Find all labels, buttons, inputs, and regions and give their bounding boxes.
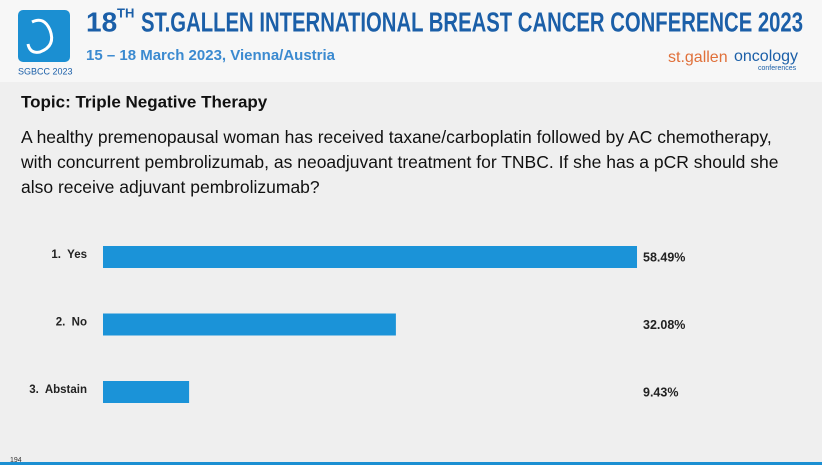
title-sup: TH: [117, 5, 134, 20]
category-label: 2. No: [56, 317, 87, 329]
title-number: 18: [86, 6, 117, 37]
brand-b: oncology: [734, 48, 798, 65]
brand-c: conferences: [758, 65, 797, 72]
value-label: 58.49%: [643, 250, 685, 264]
question: A healthy premenopausal woman has receiv…: [20, 127, 778, 197]
brand-a: st.gallen: [668, 49, 728, 66]
bar: [103, 381, 190, 403]
category-label: 1. Yes: [51, 249, 87, 261]
value-label: 9.43%: [643, 385, 678, 399]
bottom-rule: [0, 462, 822, 465]
header-band: [0, 0, 822, 82]
conference-dates: 15 – 18 March 2023, Vienna/Austria: [86, 47, 336, 64]
category-label: 3. Abstain: [29, 384, 87, 396]
bar: [103, 313, 396, 336]
bar: [103, 246, 638, 268]
page-number: 194: [10, 457, 22, 464]
conference-title: ST.GALLEN INTERNATIONAL BREAST CANCER CO…: [141, 6, 803, 37]
logo-box: [18, 10, 70, 62]
logo-text: SGBCC 2023: [18, 66, 73, 76]
topic: Topic: Triple Negative Therapy: [21, 92, 268, 111]
value-label: 32.08%: [643, 318, 685, 332]
logo-icon: [26, 18, 54, 54]
